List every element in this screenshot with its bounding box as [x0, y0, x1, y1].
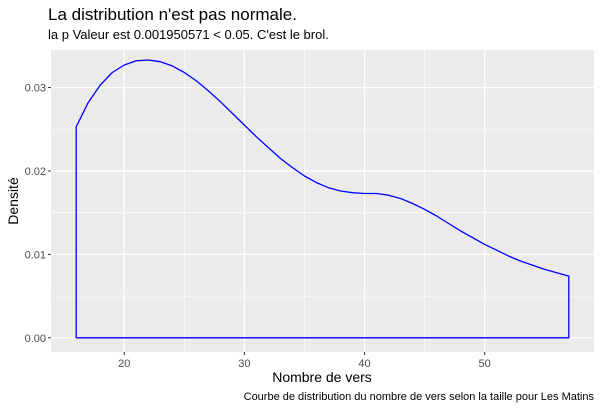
x-axis-title: Nombre de vers — [272, 369, 372, 385]
y-axis-title: Densité — [5, 177, 21, 225]
y-tick-label: 0.03 — [25, 83, 46, 95]
minor-gridlines — [51, 50, 594, 352]
x-tick-label: 50 — [479, 358, 491, 370]
y-tick-label: 0.01 — [25, 249, 46, 261]
chart-title: La distribution n'est pas normale. — [48, 5, 297, 24]
y-axis: 0.00 0.01 0.02 0.03 — [25, 83, 51, 345]
plot-panel — [51, 50, 594, 352]
chart-subtitle: la p Valeur est 0.001950571 < 0.05. C'es… — [48, 27, 329, 42]
x-tick-label: 40 — [358, 358, 370, 370]
x-axis: 20 30 40 50 — [118, 352, 491, 370]
density-area — [75, 59, 570, 339]
chart-caption: Courbe de distribution du nombre de vers… — [244, 391, 595, 403]
x-tick-label: 20 — [118, 358, 130, 370]
x-tick-label: 30 — [238, 358, 250, 370]
y-tick-label: 0.02 — [25, 166, 46, 178]
y-tick-label: 0.00 — [25, 333, 46, 345]
